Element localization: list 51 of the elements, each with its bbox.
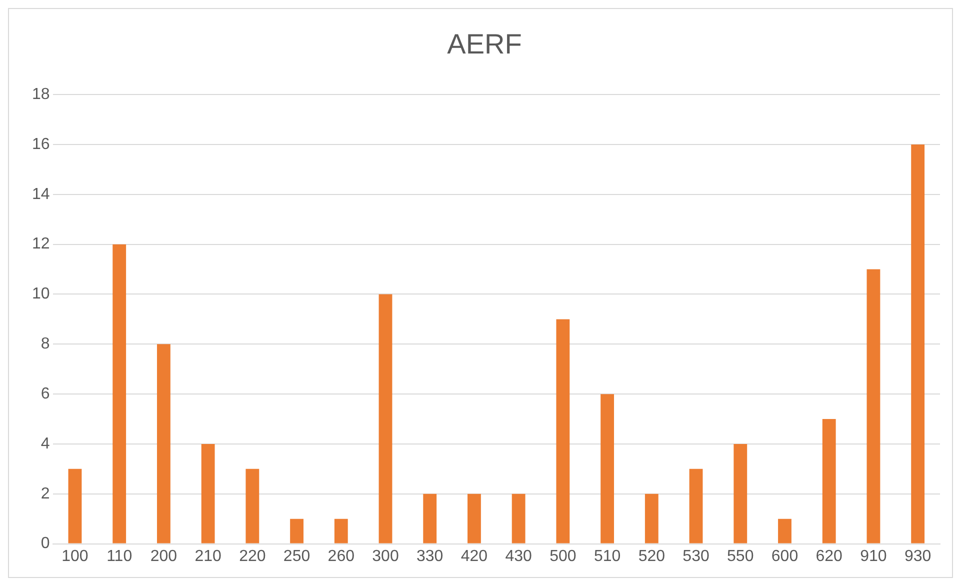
bar [68,468,82,544]
bar [156,344,170,544]
x-tick-label: 330 [416,548,444,565]
x-tick-label: 100 [62,548,88,565]
bar [423,494,437,544]
y-tick-label: 16 [32,136,50,153]
y-tick-label: 12 [32,236,50,253]
x-tick-label: 620 [816,548,843,565]
x-tick-label: 210 [194,548,222,565]
x-tick-label: 550 [727,548,754,565]
bar [112,244,126,544]
y-tick-label: 4 [40,435,50,452]
bar [246,468,260,544]
x-tick-label: 260 [328,548,355,565]
y-tick-label: 0 [40,535,50,552]
x-tick-label: 500 [550,548,576,565]
y-tick-label: 2 [40,485,50,502]
bar [556,319,570,544]
bar [911,144,925,544]
y-tick-label: 18 [32,86,50,104]
x-tick-label: 930 [904,548,932,565]
bar [334,518,348,544]
bar [734,444,748,544]
x-tick-label: 520 [638,548,666,565]
bar [512,494,526,544]
x-tick-label: 200 [150,548,178,565]
x-tick-label: 600 [771,548,798,565]
x-tick-label: 250 [283,548,310,565]
bar [689,468,703,544]
bar [822,419,836,544]
bar [778,518,792,544]
chart-title: AERF [447,28,522,60]
bar [644,494,658,544]
bar [866,269,880,544]
bar [290,518,304,544]
bar [201,444,215,544]
x-tick-label: 530 [682,548,710,565]
x-tick-label: 420 [460,548,488,565]
x-tick-label: 510 [594,548,621,565]
bar [378,294,392,544]
x-tick-label: 300 [372,548,399,565]
y-tick-label: 10 [32,286,50,303]
y-tick-label: 6 [40,385,50,402]
bar [468,494,481,544]
y-tick-label: 8 [40,336,50,353]
bar [600,394,614,544]
x-tick-label: 110 [106,548,132,565]
x-tick-label: 220 [239,548,266,565]
x-tick-label: 430 [505,548,532,565]
x-tick-label: 910 [860,548,887,565]
y-tick-label: 14 [32,186,50,203]
